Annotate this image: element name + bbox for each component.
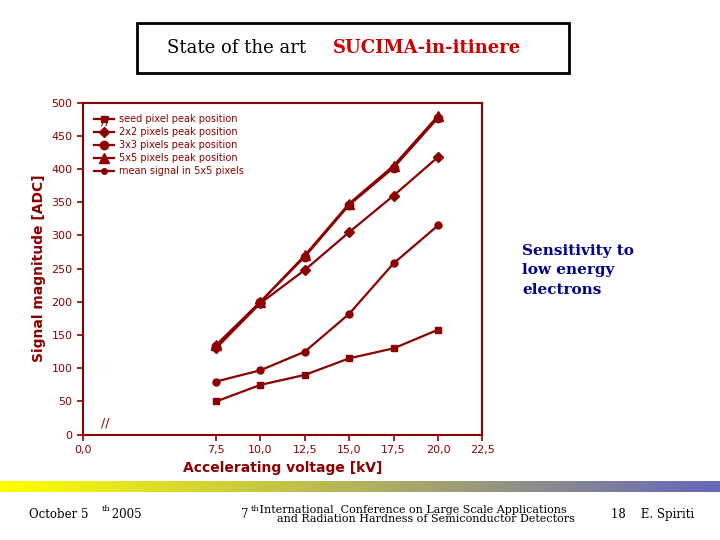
2x2 pixels peak position bbox=[256, 300, 265, 306]
5x5 pixels peak position bbox=[256, 299, 265, 305]
2x2 pixels peak position bbox=[390, 192, 398, 199]
Text: SUCIMA-in-itinere: SUCIMA-in-itinere bbox=[333, 39, 521, 57]
5x5 pixels peak position bbox=[433, 113, 442, 119]
5x5 pixels peak position bbox=[345, 200, 354, 207]
3x3 pixels peak position bbox=[256, 299, 265, 305]
3x3 pixels peak position bbox=[212, 343, 220, 349]
Line: mean signal in 5x5 pixels: mean signal in 5x5 pixels bbox=[212, 222, 441, 385]
2x2 pixels peak position bbox=[433, 154, 442, 160]
Text: October 5: October 5 bbox=[29, 508, 89, 521]
Text: //: // bbox=[101, 114, 109, 127]
mean signal in 5x5 pixels bbox=[212, 379, 220, 385]
seed pixel peak position bbox=[212, 399, 220, 405]
Y-axis label: Signal magnitude [ADC]: Signal magnitude [ADC] bbox=[32, 175, 45, 362]
Text: and Radiation Hardness of Semiconductor Detectors: and Radiation Hardness of Semiconductor … bbox=[277, 515, 575, 524]
2x2 pixels peak position bbox=[300, 267, 309, 273]
mean signal in 5x5 pixels bbox=[390, 260, 398, 267]
Text: State of the art: State of the art bbox=[167, 39, 318, 57]
Line: 3x3 pixels peak position: 3x3 pixels peak position bbox=[212, 114, 442, 350]
seed pixel peak position bbox=[390, 345, 398, 352]
2x2 pixels peak position bbox=[212, 345, 220, 352]
5x5 pixels peak position bbox=[212, 342, 220, 348]
Text: Sensitivity to
low energy
electrons: Sensitivity to low energy electrons bbox=[522, 244, 634, 296]
seed pixel peak position bbox=[345, 355, 354, 362]
mean signal in 5x5 pixels bbox=[300, 348, 309, 355]
Text: //: // bbox=[101, 417, 109, 430]
seed pixel peak position bbox=[433, 327, 442, 333]
3x3 pixels peak position bbox=[345, 201, 354, 208]
seed pixel peak position bbox=[300, 372, 309, 378]
3x3 pixels peak position bbox=[390, 165, 398, 171]
Line: seed pixel peak position: seed pixel peak position bbox=[212, 326, 441, 405]
mean signal in 5x5 pixels bbox=[345, 310, 354, 317]
Legend: seed pixel peak position, 2x2 pixels peak position, 3x3 pixels peak position, 5x: seed pixel peak position, 2x2 pixels pea… bbox=[91, 110, 248, 180]
2x2 pixels peak position bbox=[345, 229, 354, 235]
3x3 pixels peak position bbox=[433, 114, 442, 121]
Text: th: th bbox=[251, 505, 259, 513]
mean signal in 5x5 pixels bbox=[256, 367, 265, 374]
FancyBboxPatch shape bbox=[137, 23, 569, 73]
Text: 18    E. Spiriti: 18 E. Spiriti bbox=[611, 508, 693, 521]
5x5 pixels peak position bbox=[300, 252, 309, 259]
Text: 2005: 2005 bbox=[108, 508, 142, 521]
Text: International  Conference on Large Scale Applications: International Conference on Large Scale … bbox=[256, 505, 567, 515]
Text: th: th bbox=[102, 505, 111, 513]
Line: 5x5 pixels peak position: 5x5 pixels peak position bbox=[211, 111, 443, 350]
mean signal in 5x5 pixels bbox=[433, 222, 442, 229]
3x3 pixels peak position bbox=[300, 253, 309, 260]
Text: 7: 7 bbox=[241, 508, 248, 521]
5x5 pixels peak position bbox=[390, 163, 398, 169]
X-axis label: Accelerating voltage [kV]: Accelerating voltage [kV] bbox=[183, 461, 382, 475]
Line: 2x2 pixels peak position: 2x2 pixels peak position bbox=[212, 153, 441, 352]
seed pixel peak position bbox=[256, 382, 265, 388]
